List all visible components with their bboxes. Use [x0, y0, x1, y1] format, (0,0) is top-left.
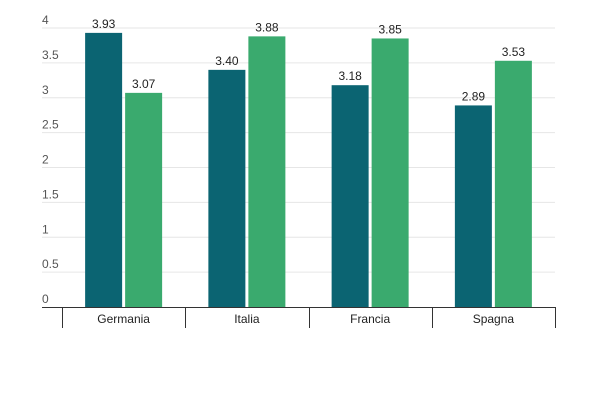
- x-category-label: Germania: [97, 312, 150, 326]
- y-tick-label: 3.5: [42, 48, 59, 62]
- value-labels: 3.93 3.40 3.18 2.89 3.07 3.88 3.85 3.53: [92, 17, 525, 104]
- bar: [331, 85, 369, 307]
- y-tick-label: 1.5: [42, 187, 59, 201]
- y-axis-ticks: 0 0.5 1 1.5 2 2.5 3 3.5 4: [42, 13, 59, 306]
- x-category-label: Spagna: [473, 312, 515, 326]
- bar-value-label: 3.93: [92, 17, 116, 31]
- bar: [494, 60, 532, 307]
- x-category-label: Francia: [350, 312, 390, 326]
- y-tick-label: 0: [42, 292, 49, 306]
- y-tick-label: 4: [42, 13, 49, 27]
- x-axis: Germania Italia Francia Spagna: [42, 307, 556, 328]
- bars: [85, 32, 532, 308]
- bar-value-label: 3.53: [502, 45, 526, 59]
- bar: [371, 38, 409, 308]
- bar-value-label: 3.40: [215, 54, 239, 68]
- bar-value-label: 3.18: [338, 69, 362, 83]
- bar: [85, 32, 123, 307]
- bar-value-label: 2.89: [462, 89, 486, 103]
- bar: [208, 69, 246, 307]
- bar: [248, 36, 286, 308]
- bar-value-label: 3.88: [255, 20, 279, 34]
- bar-value-label: 3.85: [378, 22, 402, 36]
- bar: [454, 105, 492, 307]
- bar-value-label: 3.07: [132, 77, 156, 91]
- x-category-label: Italia: [234, 312, 260, 326]
- y-tick-label: 3: [42, 83, 49, 97]
- y-tick-label: 2.5: [42, 118, 59, 132]
- y-tick-label: 1: [42, 222, 49, 236]
- y-tick-label: 2: [42, 153, 49, 167]
- bar: [125, 92, 163, 308]
- y-tick-label: 0.5: [42, 257, 59, 271]
